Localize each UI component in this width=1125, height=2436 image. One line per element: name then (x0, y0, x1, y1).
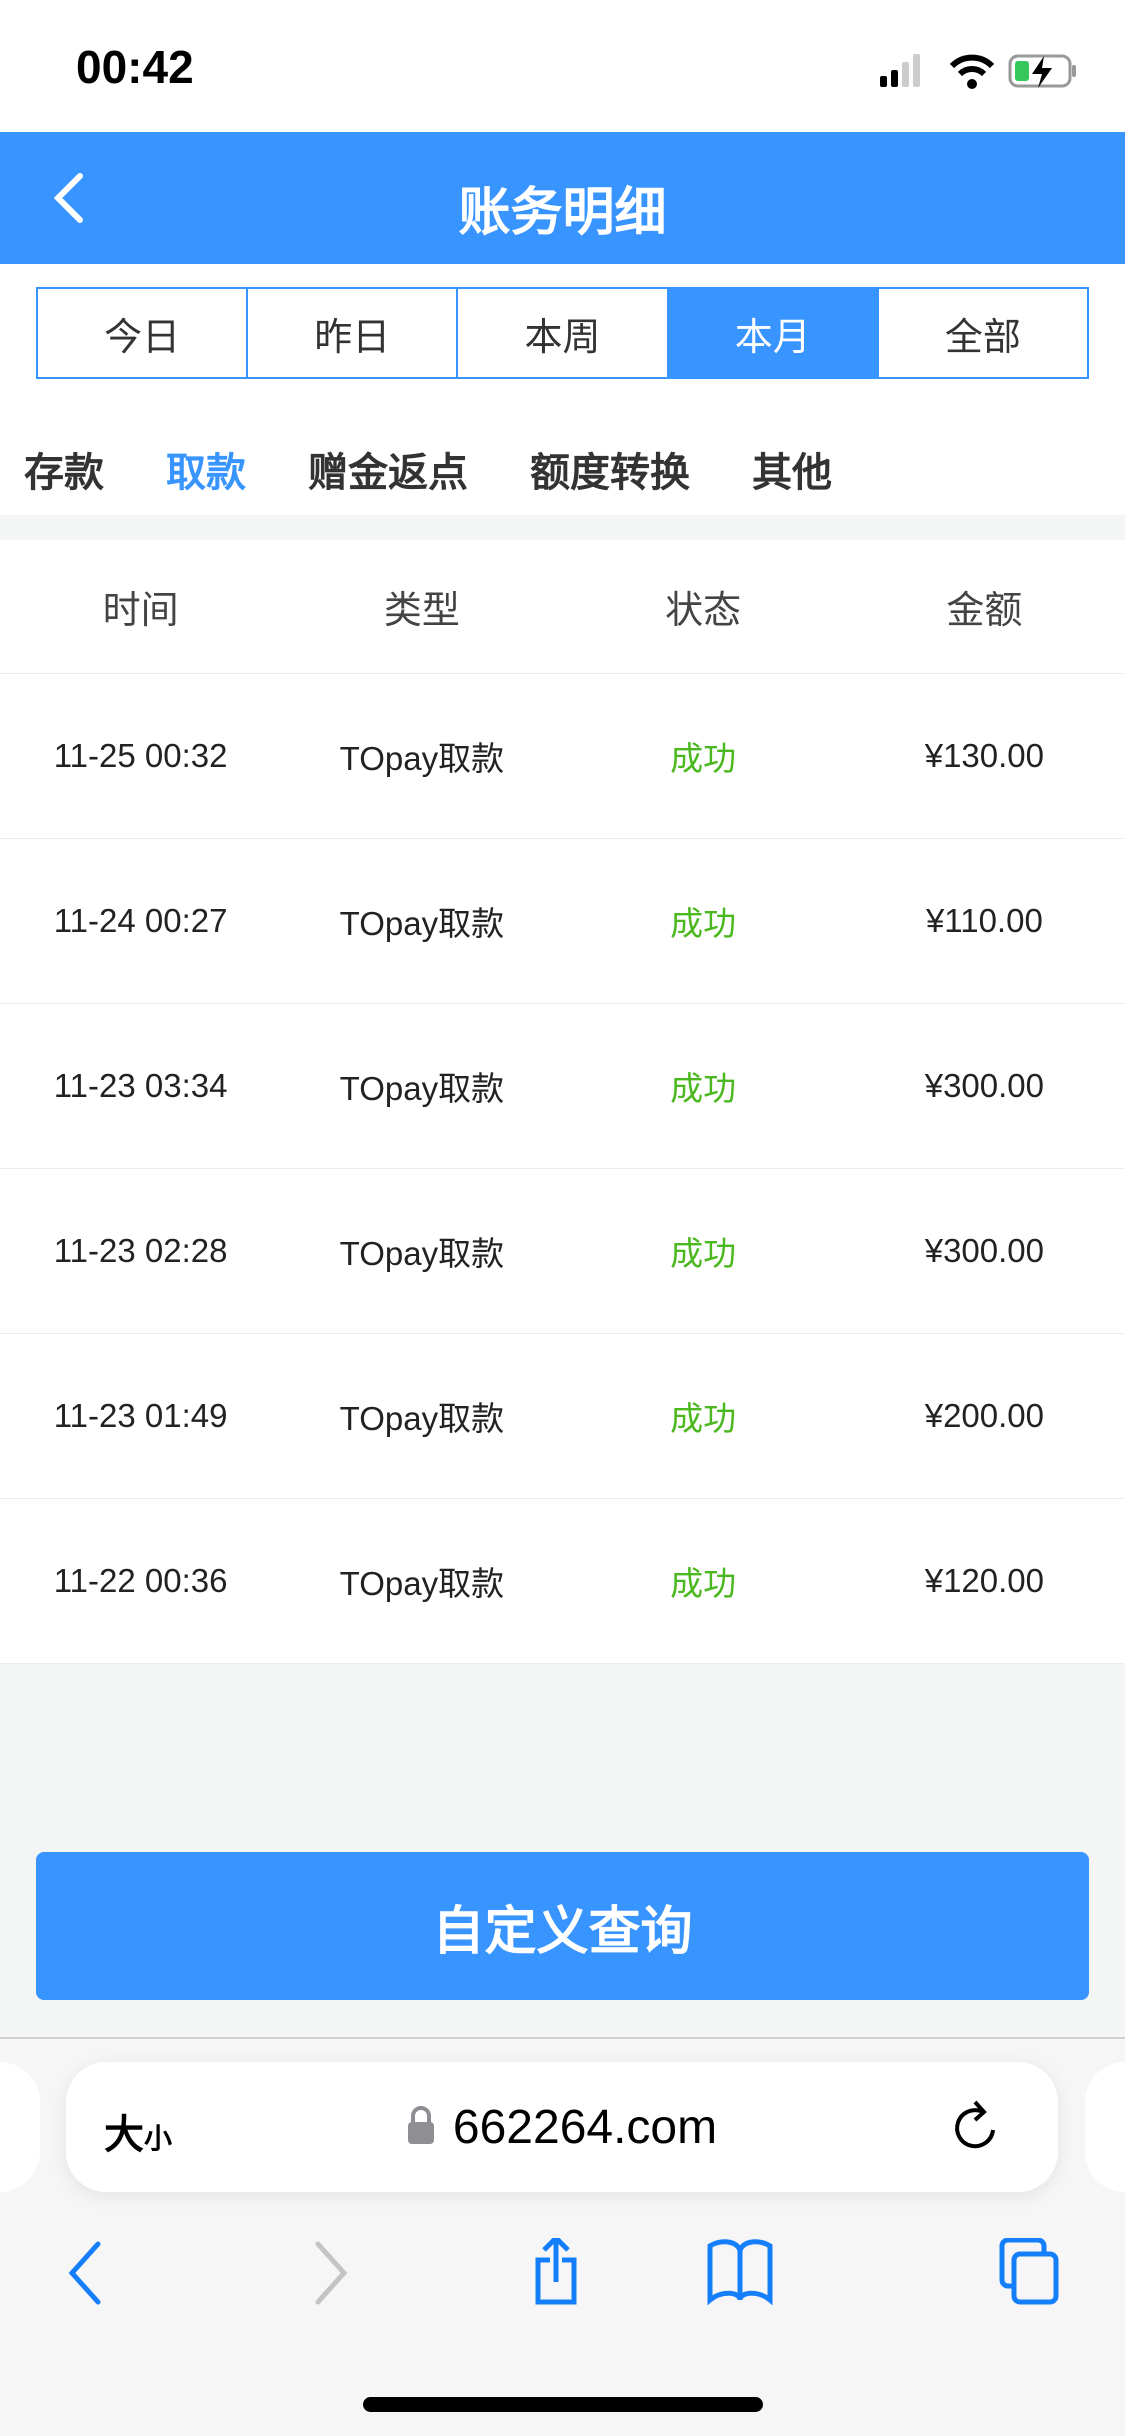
table-row[interactable]: 11-24 00:27 TOpay取款 成功 ¥110.00 (0, 839, 1125, 1004)
cell-amount: ¥120.00 (924, 1562, 1045, 1599)
bookmarks-icon (707, 2239, 773, 2306)
wifi-icon (949, 54, 995, 89)
home-indicator (363, 2397, 763, 2412)
browser-nav (68, 2238, 1059, 2306)
battery-icon (1008, 54, 1076, 88)
cell-time: 11-22 00:36 (53, 1562, 228, 1599)
back-icon (68, 2241, 101, 2305)
cell-status: 成功 (670, 905, 737, 942)
cell-amount: ¥110.00 (925, 902, 1043, 939)
page-title: 账务明细 (458, 184, 667, 242)
period-all[interactable]: 全部 (878, 289, 1088, 377)
col-status: 状态 (665, 590, 742, 632)
cell-amount: ¥200.00 (924, 1397, 1045, 1434)
next-tab-peek[interactable] (1085, 2062, 1125, 2192)
cell-type: TOpay取款 (339, 1235, 505, 1272)
cell-type: TOpay取款 (339, 1400, 505, 1437)
table-row[interactable]: 11-25 00:32 TOpay取款 成功 ¥130.00 (0, 674, 1125, 839)
clock: 00:42 (76, 41, 194, 93)
cell-time: 11-23 02:28 (53, 1232, 228, 1269)
cell-amount: ¥300.00 (924, 1232, 1045, 1269)
lock-icon (407, 2106, 434, 2144)
records-table: 时间 类型 状态 金额 11-25 00:32 TOpay取款 成功 ¥130.00 1… (0, 540, 1125, 1664)
cell-amount: ¥130.00 (924, 737, 1045, 774)
tab-withdraw[interactable]: 取款 (166, 451, 246, 495)
custom-query-button[interactable]: 自定义查询 (36, 1852, 1089, 2000)
table-row[interactable]: 11-23 02:28 TOpay取款 成功 ¥300.00 (0, 1169, 1125, 1334)
nav-header: 账务明细 (0, 132, 1125, 264)
tab-bonus-rebate[interactable]: 赠金返点 (308, 451, 468, 495)
col-time: 时间 (102, 590, 179, 632)
cell-status: 成功 (670, 1235, 737, 1272)
cell-time: 11-25 00:32 (53, 737, 228, 774)
cell-status: 成功 (670, 740, 737, 777)
period-selector: 今日 昨日 本周 本月 全部 (36, 287, 1089, 379)
tab-other[interactable]: 其他 (752, 451, 832, 495)
status-bar: 00:42 (0, 0, 1125, 132)
url-text: 662264.com (452, 2101, 718, 2154)
cell-status: 成功 (670, 1070, 737, 1107)
prev-tab-peek[interactable] (0, 2062, 40, 2192)
cell-type: TOpay取款 (339, 905, 505, 942)
cell-type: TOpay取款 (339, 1565, 505, 1602)
forward-icon (315, 2241, 348, 2305)
tabs-icon (999, 2238, 1059, 2305)
signal-icon (880, 54, 920, 87)
table-header: 时间 类型 状态 金额 (0, 540, 1125, 674)
cell-time: 11-24 00:27 (53, 902, 228, 939)
cell-amount: ¥300.00 (924, 1067, 1045, 1104)
period-this-week[interactable]: 本周 (458, 289, 669, 377)
cell-time: 11-23 03:34 (53, 1067, 228, 1104)
cell-type: TOpay取款 (339, 1070, 505, 1107)
category-tabs: 存款 取款 赠金返点 额度转换 其他 (24, 440, 894, 498)
chevron-left-icon[interactable] (50, 172, 90, 224)
col-amount: 金额 (946, 590, 1023, 632)
cell-type: TOpay取款 (339, 740, 505, 777)
status-icons (880, 54, 1076, 89)
tab-transfer[interactable]: 额度转换 (530, 451, 690, 495)
tab-deposit[interactable]: 存款 (24, 451, 104, 495)
table-row[interactable]: 11-23 01:49 TOpay取款 成功 ¥200.00 (0, 1334, 1125, 1499)
cell-status: 成功 (670, 1400, 737, 1437)
table-row[interactable]: 11-22 00:36 TOpay取款 成功 ¥120.00 (0, 1499, 1125, 1664)
text-size-button[interactable]: 大小 (104, 2113, 173, 2157)
period-this-month[interactable]: 本月 (668, 289, 879, 377)
cell-status: 成功 (670, 1565, 737, 1602)
share-icon (535, 2238, 577, 2305)
col-type: 类型 (383, 590, 460, 632)
table-row[interactable]: 11-23 03:34 TOpay取款 成功 ¥300.00 (0, 1004, 1125, 1169)
reload-icon[interactable] (951, 2100, 1001, 2156)
period-today[interactable]: 今日 (38, 289, 249, 377)
address-bar[interactable]: 大小 662264.com (66, 2062, 1058, 2192)
period-yesterday[interactable]: 昨日 (248, 289, 459, 377)
cell-time: 11-23 01:49 (53, 1397, 228, 1434)
